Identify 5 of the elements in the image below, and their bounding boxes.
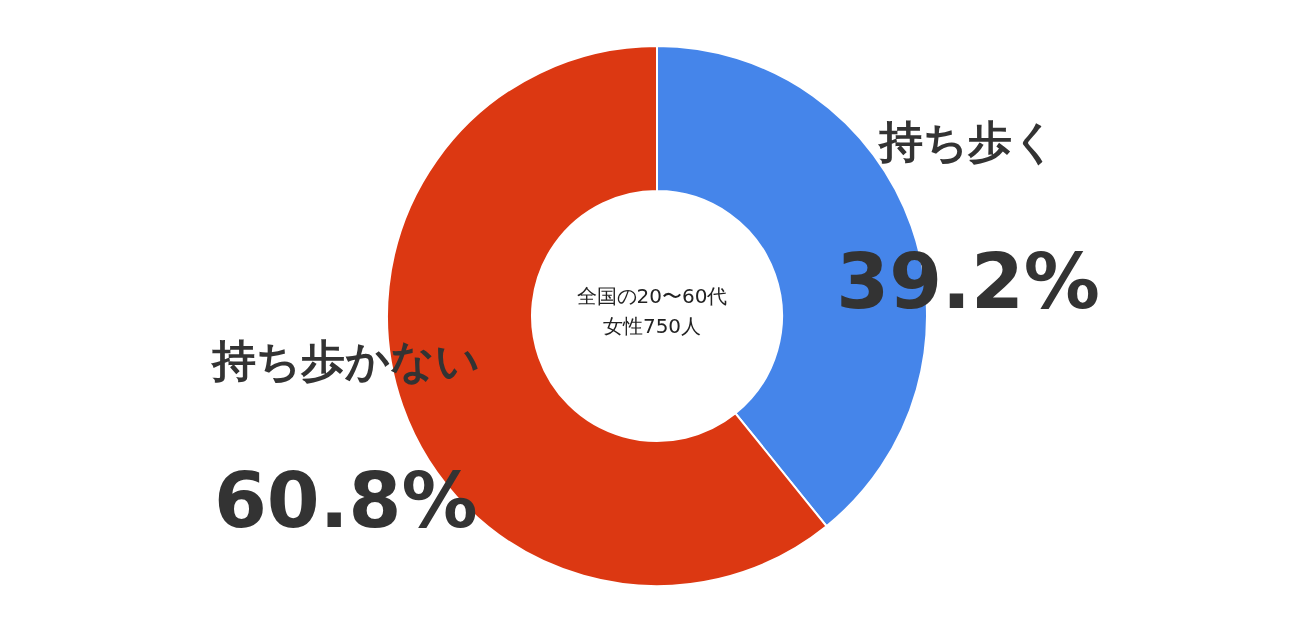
text: 女性750人 (601, 313, 703, 340)
text: 全国の20〜60代 (575, 283, 729, 310)
slice-label: 持ち歩かない (209, 335, 480, 387)
slice-label: 持ち歩く (877, 115, 1058, 167)
data-label: 60.8% (213, 456, 478, 546)
